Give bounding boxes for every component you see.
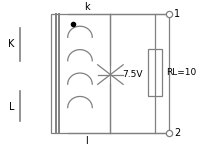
Text: K: K — [8, 39, 15, 49]
Bar — [148, 49, 162, 96]
Text: RL=10: RL=10 — [166, 68, 196, 77]
Bar — [51, 15, 169, 133]
Text: l: l — [85, 136, 88, 146]
Text: k: k — [84, 2, 90, 12]
Text: 1: 1 — [174, 9, 180, 20]
Text: 2: 2 — [174, 128, 180, 138]
Text: 7.5V: 7.5V — [122, 70, 143, 79]
Text: L: L — [9, 102, 14, 112]
